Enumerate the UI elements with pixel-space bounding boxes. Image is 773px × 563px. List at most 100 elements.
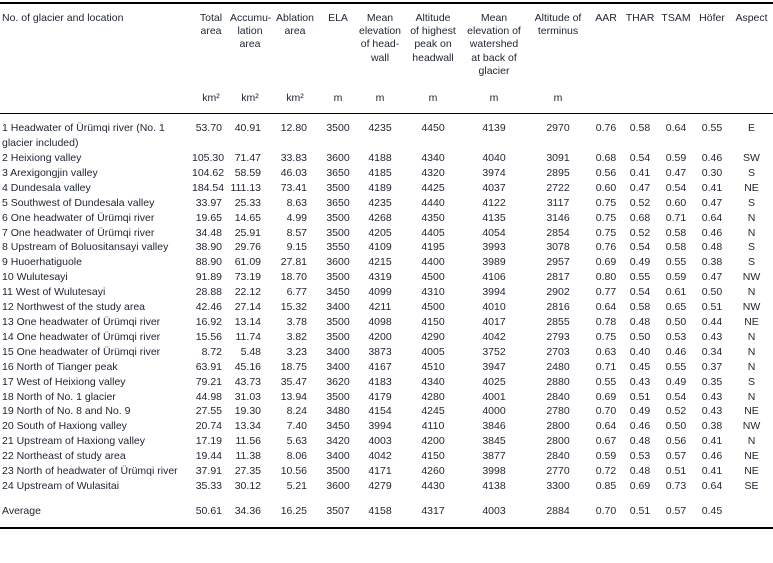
cell-altitude-terminus: 2816 <box>546 301 570 314</box>
cell-mean-elevation-watershed: 3994 <box>482 286 506 299</box>
cell-ela: 3400 <box>326 345 350 358</box>
table-row: 4 Dundesala valley 184.54 111.13 73.41 3500 4… <box>0 181 773 196</box>
cell-total-area: 42.46 <box>195 301 222 314</box>
cell-altitude-highest-peak: 4430 <box>421 479 445 492</box>
cell-ela: 3420 <box>326 435 350 448</box>
cell-aspect: N <box>747 286 756 299</box>
cell-tsam: 0.46 <box>665 345 687 358</box>
cell-thar: 0.41 <box>629 166 651 179</box>
cell-ela: 3600 <box>326 479 350 492</box>
glacier-name-cell: 23 North of headwater of Ürümqi river <box>2 465 178 478</box>
cell-accumulation-area: 31.03 <box>234 390 261 403</box>
cell-mean-elevation-headwall: 4099 <box>368 286 392 299</box>
cell-thar: 0.46 <box>629 420 651 433</box>
cell-altitude-terminus: 3300 <box>546 479 570 492</box>
cell-thar: 0.51 <box>629 390 651 403</box>
cell-mean-elevation-watershed: 3845 <box>482 435 506 448</box>
cell-hofer: 0.34 <box>701 345 723 358</box>
cell-ela: 3400 <box>326 450 350 463</box>
cell-ablation-area: 8.24 <box>286 405 307 418</box>
cell-ela: 3507 <box>326 504 350 517</box>
cell-accumulation-area: 14.65 <box>234 211 261 224</box>
col-header-ela: ELA <box>328 12 348 24</box>
table-body: 1 Headwater of Ürümqi river (No. 1 glaci… <box>0 114 773 528</box>
cell-hofer: 0.35 <box>701 375 723 388</box>
table-row: 11 West of Wulutesayi 28.88 22.12 6.77 3450 4… <box>0 285 773 300</box>
cell-thar: 0.51 <box>629 504 651 517</box>
cell-ablation-area: 33.83 <box>280 152 307 165</box>
cell-tsam: 0.54 <box>665 181 687 194</box>
cell-hofer: 0.41 <box>701 181 723 194</box>
cell-accumulation-area: 61.09 <box>234 256 261 269</box>
cell-thar: 0.43 <box>629 375 651 388</box>
cell-ablation-area: 6.77 <box>286 286 307 299</box>
cell-ablation-area: 12.80 <box>280 122 307 135</box>
table-row: 23 North of headwater of Ürümqi river 37.… <box>0 464 773 479</box>
cell-ablation-area: 73.41 <box>280 181 307 194</box>
table-row: 8 Upstream of Boluositansayi valley 38.90… <box>0 240 773 255</box>
table-row: 5 Southwest of Dundesala valley 33.97 25.3… <box>0 196 773 211</box>
cell-mean-elevation-headwall: 4171 <box>368 465 392 478</box>
cell-altitude-highest-peak: 4260 <box>421 465 445 478</box>
cell-mean-elevation-headwall: 4211 <box>368 301 392 314</box>
cell-altitude-highest-peak: 4450 <box>421 122 445 135</box>
cell-tsam: 0.50 <box>665 316 687 328</box>
cell-ela: 3500 <box>326 390 350 403</box>
cell-tsam: 0.57 <box>665 504 687 517</box>
col-header-glacier-location: No. of glacier and location <box>2 12 124 24</box>
cell-altitude-highest-peak: 4405 <box>421 226 445 239</box>
cell-ablation-area: 13.94 <box>280 390 307 403</box>
cell-altitude-terminus: 2480 <box>546 360 570 373</box>
cell-ablation-area: 18.70 <box>280 271 307 284</box>
cell-aar: 0.72 <box>595 465 617 478</box>
cell-accumulation-area: 30.12 <box>234 479 261 492</box>
cell-altitude-terminus: 2793 <box>546 330 570 343</box>
cell-hofer: 0.38 <box>701 256 723 269</box>
cell-altitude-highest-peak: 4290 <box>421 330 445 343</box>
cell-altitude-terminus: 2970 <box>546 122 570 135</box>
cell-hofer: 0.64 <box>701 211 723 224</box>
cell-altitude-terminus: 2902 <box>546 286 570 299</box>
cell-thar: 0.69 <box>629 479 651 492</box>
cell-ela: 3650 <box>326 166 350 179</box>
cell-mean-elevation-headwall: 4188 <box>368 152 392 165</box>
cell-mean-elevation-watershed: 3752 <box>482 345 506 358</box>
cell-mean-elevation-headwall: 4185 <box>368 166 392 179</box>
cell-hofer: 0.50 <box>701 286 723 299</box>
cell-total-area: 53.70 <box>195 122 222 135</box>
cell-aar: 0.70 <box>595 405 617 418</box>
cell-aspect: NW <box>742 301 761 314</box>
cell-aar: 0.85 <box>595 479 617 492</box>
cell-total-area: 16.92 <box>195 316 222 328</box>
cell-aspect <box>730 494 773 528</box>
table-row: 10 Wulutesayi 91.89 73.19 18.70 3500 4319 4500… <box>0 270 773 285</box>
cell-altitude-terminus: 2840 <box>546 450 570 463</box>
cell-altitude-terminus: 2780 <box>546 405 570 418</box>
col-header-aar: AAR <box>595 12 617 24</box>
glacier-name-cell: 1 Headwater of Ürümqi river (No. 1 glaci… <box>2 122 165 150</box>
table-row: 19 North of No. 8 and No. 9 27.55 19.30 8.2… <box>0 404 773 419</box>
cell-thar: 0.53 <box>629 450 651 463</box>
cell-mean-elevation-headwall: 4215 <box>368 256 392 269</box>
cell-ela: 3400 <box>326 301 350 314</box>
glacier-name-cell: 15 One headwater of Ürümqi river <box>2 345 161 358</box>
cell-ablation-area: 3.78 <box>286 316 307 328</box>
table-row: 13 One headwater of Ürümqi river 16.92 13.… <box>0 315 773 330</box>
cell-thar: 0.52 <box>629 226 651 239</box>
cell-mean-elevation-watershed: 4139 <box>482 122 506 135</box>
cell-altitude-terminus: 2722 <box>546 181 570 194</box>
cell-ablation-area: 7.40 <box>286 420 307 433</box>
cell-thar: 0.55 <box>629 271 651 284</box>
cell-accumulation-area: 58.59 <box>234 166 261 179</box>
unit-aar <box>590 78 622 115</box>
cell-altitude-highest-peak: 4340 <box>421 375 445 388</box>
col-header-ablation-area: Ablation area <box>276 12 314 38</box>
cell-aspect: N <box>747 330 756 343</box>
cell-ablation-area: 46.03 <box>280 166 307 179</box>
cell-mean-elevation-watershed: 3993 <box>482 241 506 254</box>
cell-hofer: 0.41 <box>701 435 723 448</box>
glacier-name-cell: 13 One headwater of Ürümqi river <box>2 316 161 328</box>
cell-tsam: 0.57 <box>665 450 687 463</box>
cell-altitude-highest-peak: 4350 <box>421 211 445 224</box>
cell-hofer: 0.47 <box>701 271 723 284</box>
